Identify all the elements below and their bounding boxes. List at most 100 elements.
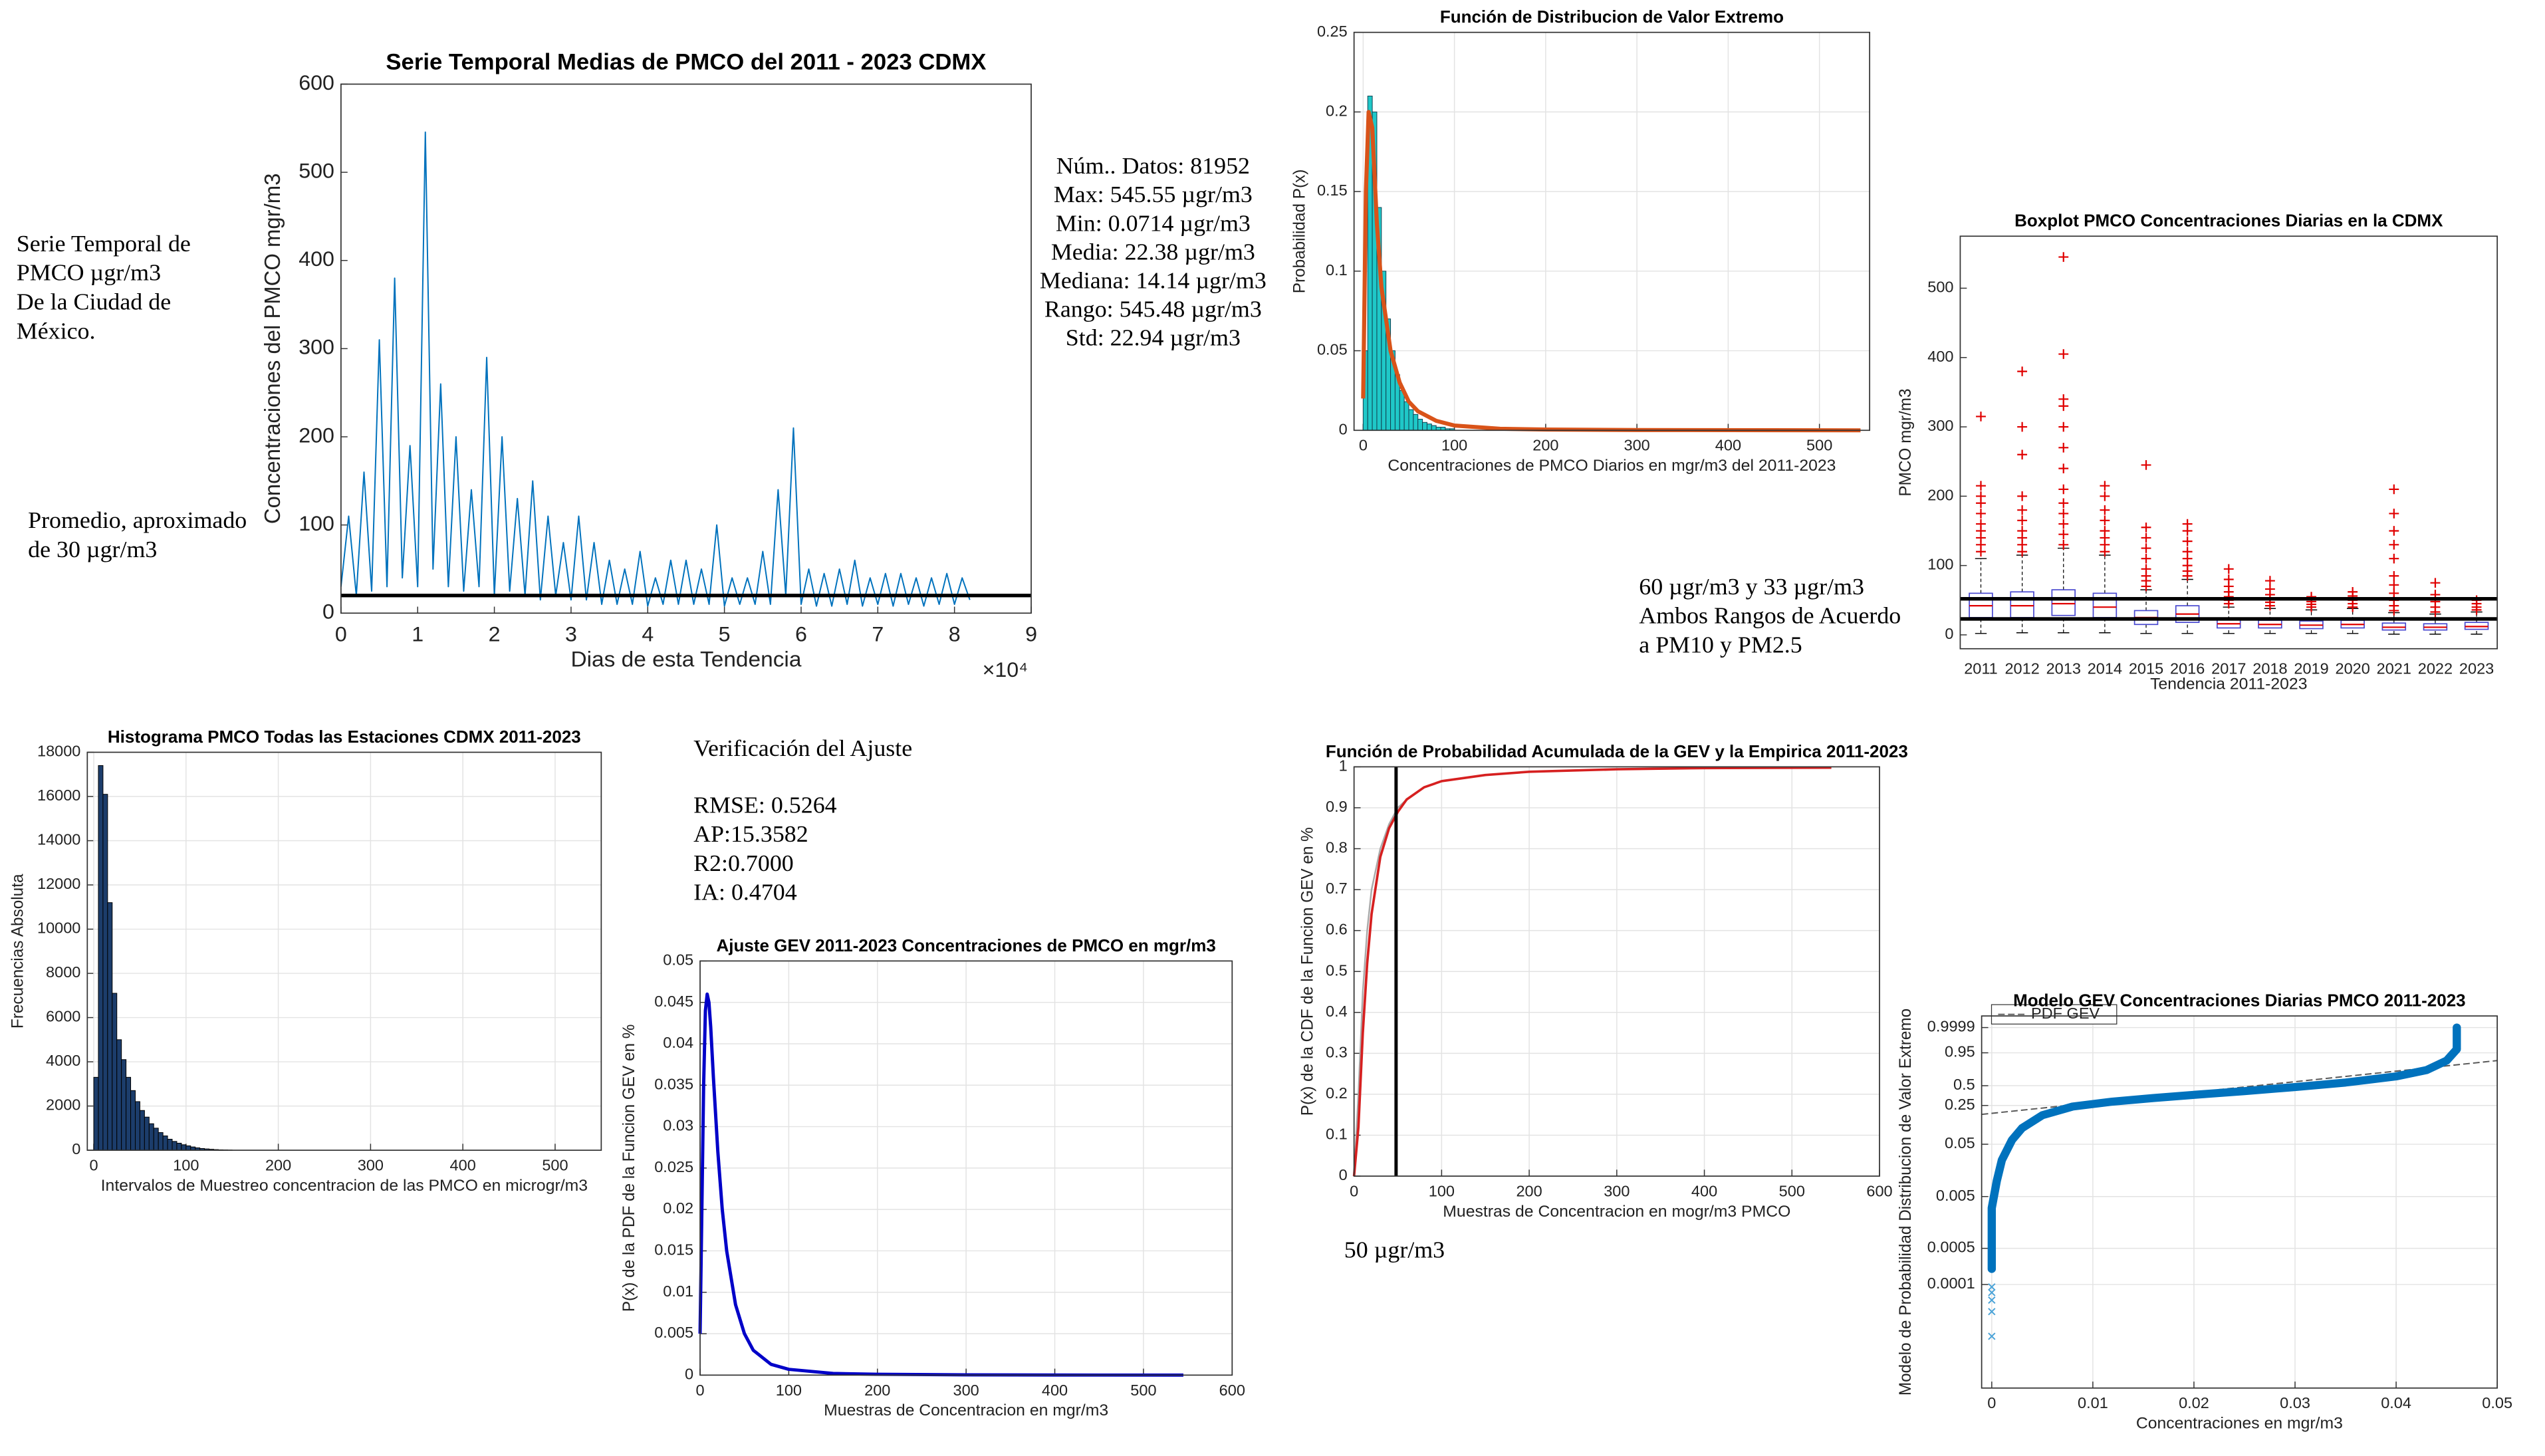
y-tick-label: 0.15 (1317, 182, 1348, 199)
data-line (1352, 766, 1832, 1177)
y-tick-label: 0 (1339, 421, 1348, 438)
bar (116, 1039, 122, 1151)
y-tick-label: 4000 (46, 1052, 80, 1069)
x-multiplier: ×10⁴ (983, 658, 1028, 681)
x-tick-label: 300 (1624, 437, 1650, 454)
x-axis-label: Muestras de Concentracion en mogr/m3 PMC… (1443, 1203, 1790, 1221)
x-tick-label: 0.03 (2280, 1394, 2310, 1411)
outlier (2058, 252, 2069, 262)
x-tick-label: 2021 (2377, 660, 2411, 677)
bar (93, 1076, 99, 1151)
y-tick-label: 0.0001 (1927, 1274, 1975, 1292)
x-tick-label: 300 (1604, 1183, 1630, 1200)
note-line: Ambos Rangos de Acuerdo (1639, 602, 1901, 629)
outlier (2100, 505, 2110, 515)
y-tick-label: 0.03 (663, 1117, 693, 1134)
note-line: PMCO µgr/m3 (17, 259, 161, 286)
y-tick-label: 300 (1927, 417, 1953, 434)
chart: 0 0.1 0.2 0.3 0.4 0.5 0.6 0.7 0.8 0.9 1 0 100 200 300 4… (1299, 743, 1908, 1221)
plot-frame (1353, 766, 1880, 1177)
outlier (2223, 574, 2234, 584)
x-axis-label: Concentraciones de PMCO Diarios en mgr/m… (1388, 457, 1836, 475)
censored-point (1988, 1332, 1996, 1340)
x-tick-label: 600 (1219, 1382, 1245, 1399)
outlier (2100, 481, 2110, 491)
x-tick-label: 500 (1806, 437, 1832, 454)
x-tick-label: 1 (412, 622, 424, 646)
outlier (2017, 505, 2028, 515)
chart: 0 0.005 0.01 0.015 0.02 0.025 0.03 0.035 0.04 0.0… (620, 937, 1245, 1419)
x-tick-label: 400 (450, 1157, 476, 1174)
chart: 0.0001 0.0005 0.005 0.05 0.25 0.5 0.95 0.9999 0 0… (1897, 992, 2512, 1433)
y-axis-label: PMCO mgr/m3 (1897, 388, 1915, 496)
x-tick-label: 500 (542, 1157, 568, 1174)
chart-title: Función de Probabilidad Acumulada de la … (1326, 743, 1908, 761)
x-tick-label: 200 (1516, 1183, 1542, 1200)
outlier (2389, 570, 2399, 581)
data-line (1987, 1023, 2461, 1273)
plot-frame (340, 83, 1032, 614)
outlier (2141, 564, 2151, 574)
y-axis-label: Modelo de Probabilidad Distribucion de V… (1897, 1009, 1915, 1395)
x-tick-label: 2020 (2336, 660, 2370, 677)
bar (98, 765, 104, 1151)
y-tick-label: 600 (299, 70, 334, 94)
plot-frame (1353, 31, 1871, 431)
x-tick-label: 300 (953, 1382, 979, 1399)
y-tick-label: 0.5 (1953, 1076, 1975, 1093)
x-tick-label: 0.02 (2179, 1394, 2209, 1411)
y-tick-label: 0.5 (1326, 962, 1348, 979)
note-line: Max: 545.55 µgr/m3 (1054, 182, 1253, 208)
chart-title: Boxplot PMCO Concentraciones Diarias en … (2014, 212, 2443, 231)
outlier (2141, 553, 2151, 564)
x-tick-label: 0 (89, 1157, 98, 1174)
bar (1422, 422, 1427, 431)
plot-frame (1959, 235, 2498, 650)
x-tick-label: 300 (358, 1157, 384, 1174)
bar (139, 1110, 145, 1151)
x-tick-label: 100 (1441, 437, 1467, 454)
y-axis-label: Concentraciones del PMCO mgr/m3 (261, 174, 285, 524)
y-tick-label: 0.2 (1326, 102, 1348, 120)
x-tick-label: 400 (1042, 1382, 1068, 1399)
x-tick-label: 2018 (2252, 660, 2287, 677)
box (2051, 589, 2076, 616)
outlier (2017, 526, 2028, 536)
chart-title: Serie Temporal Medias de PMCO del 2011 -… (386, 50, 986, 75)
bar (144, 1116, 150, 1151)
outlier (1976, 491, 1986, 501)
note-line: Núm.. Datos: 81952 (1056, 152, 1250, 179)
outlier (2264, 584, 2275, 594)
y-tick-label: 6000 (46, 1008, 80, 1025)
outlier (2141, 522, 2151, 533)
x-tick-label: 0.01 (2078, 1394, 2108, 1411)
y-tick-label: 0.1 (1326, 261, 1348, 279)
outlier (2017, 449, 2028, 460)
outlier (2058, 349, 2069, 359)
plot-frame (1981, 1015, 2498, 1389)
bar (102, 794, 108, 1151)
y-axis-label: Probabilidad P(x) (1290, 170, 1308, 294)
bar (167, 1138, 173, 1151)
y-tick-label: 0 (1339, 1166, 1348, 1183)
y-tick-label: 0.05 (663, 951, 693, 969)
legend-box (1991, 1004, 2118, 1025)
x-tick-label: 200 (864, 1382, 890, 1399)
note-line: Promedio, aproximado (28, 507, 247, 533)
outlier (2017, 366, 2028, 376)
x-tick-label: 0 (695, 1382, 704, 1399)
y-tick-label: 2000 (46, 1096, 80, 1114)
outlier (2141, 533, 2151, 543)
censored-point (1988, 1283, 1996, 1291)
bar (1403, 401, 1409, 431)
bar (1426, 424, 1432, 431)
note-line: 50 µgr/m3 (1344, 1237, 1445, 1263)
x-tick-label: 2012 (2004, 660, 2039, 677)
bar (112, 993, 118, 1151)
y-tick-label: 0.005 (1936, 1187, 1975, 1204)
note-line: 60 µgr/m3 y 33 µgr/m3 (1639, 573, 1864, 600)
y-tick-label: 0.01 (663, 1282, 693, 1300)
y-tick-label: 0.4 (1326, 1003, 1348, 1020)
bar (172, 1141, 178, 1151)
note-line: de 30 µgr/m3 (28, 536, 157, 562)
